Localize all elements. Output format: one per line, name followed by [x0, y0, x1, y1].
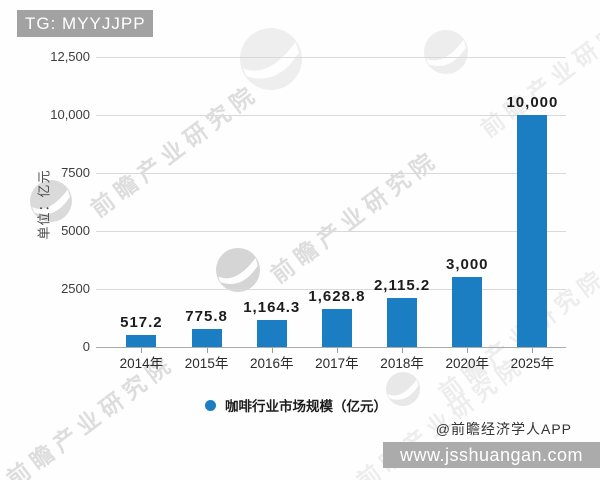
gridline — [96, 231, 566, 232]
bar-value-label: 775.8 — [185, 308, 228, 325]
bar — [191, 329, 222, 347]
x-axis-tick — [336, 348, 338, 353]
x-category-label: 2018年 — [380, 356, 424, 371]
corner-tag-badge: TG: MYYJJPP — [17, 10, 153, 37]
source-attribution: @前瞻经济学人APP — [435, 421, 572, 437]
gridline — [96, 289, 566, 290]
bar — [126, 335, 157, 347]
y-tick-label: 0 — [82, 339, 90, 354]
y-tick-label: 10,000 — [50, 107, 90, 122]
x-category-label: 2014年 — [119, 356, 164, 371]
x-axis-tick — [141, 348, 143, 353]
bar-value-label: 517.2 — [120, 314, 163, 331]
gridline — [96, 173, 566, 174]
bar — [452, 277, 483, 347]
x-axis-tick — [402, 348, 404, 353]
bar-value-label: 2,115.2 — [373, 276, 431, 294]
bar — [256, 319, 287, 347]
y-tick-label: 12,500 — [50, 49, 90, 64]
bar — [387, 297, 418, 347]
bar-value-label: 1,628.8 — [308, 288, 366, 306]
bar-value-label: 3,000 — [445, 256, 489, 274]
x-axis-line — [96, 347, 566, 348]
y-tick-label: 2500 — [61, 281, 90, 296]
legend: 咖啡行业市场规模（亿元） — [96, 395, 496, 415]
x-axis-tick — [206, 348, 208, 353]
legend-label: 咖啡行业市场规模（亿元） — [225, 399, 387, 414]
bar-value-label: 10,000 — [506, 94, 559, 111]
bar — [517, 115, 548, 347]
website-banner: www.jsshuangan.com — [383, 442, 600, 468]
bar — [321, 309, 352, 347]
x-category-label: 2020年 — [445, 356, 490, 371]
x-category-label: 2025年 — [510, 356, 555, 371]
x-category-label: 2015年 — [184, 356, 229, 371]
y-tick-label: 7500 — [61, 165, 90, 180]
gridline — [96, 57, 566, 58]
legend-marker-icon — [205, 399, 216, 411]
x-axis-tick — [271, 348, 273, 353]
x-category-label: 2016年 — [249, 356, 294, 371]
bar-value-label: 1,164.3 — [243, 298, 301, 316]
x-category-label: 2017年 — [315, 356, 359, 371]
x-axis-tick — [467, 348, 469, 353]
x-axis-tick — [532, 348, 534, 353]
gridline — [96, 115, 566, 116]
y-tick-label: 5000 — [61, 223, 90, 238]
